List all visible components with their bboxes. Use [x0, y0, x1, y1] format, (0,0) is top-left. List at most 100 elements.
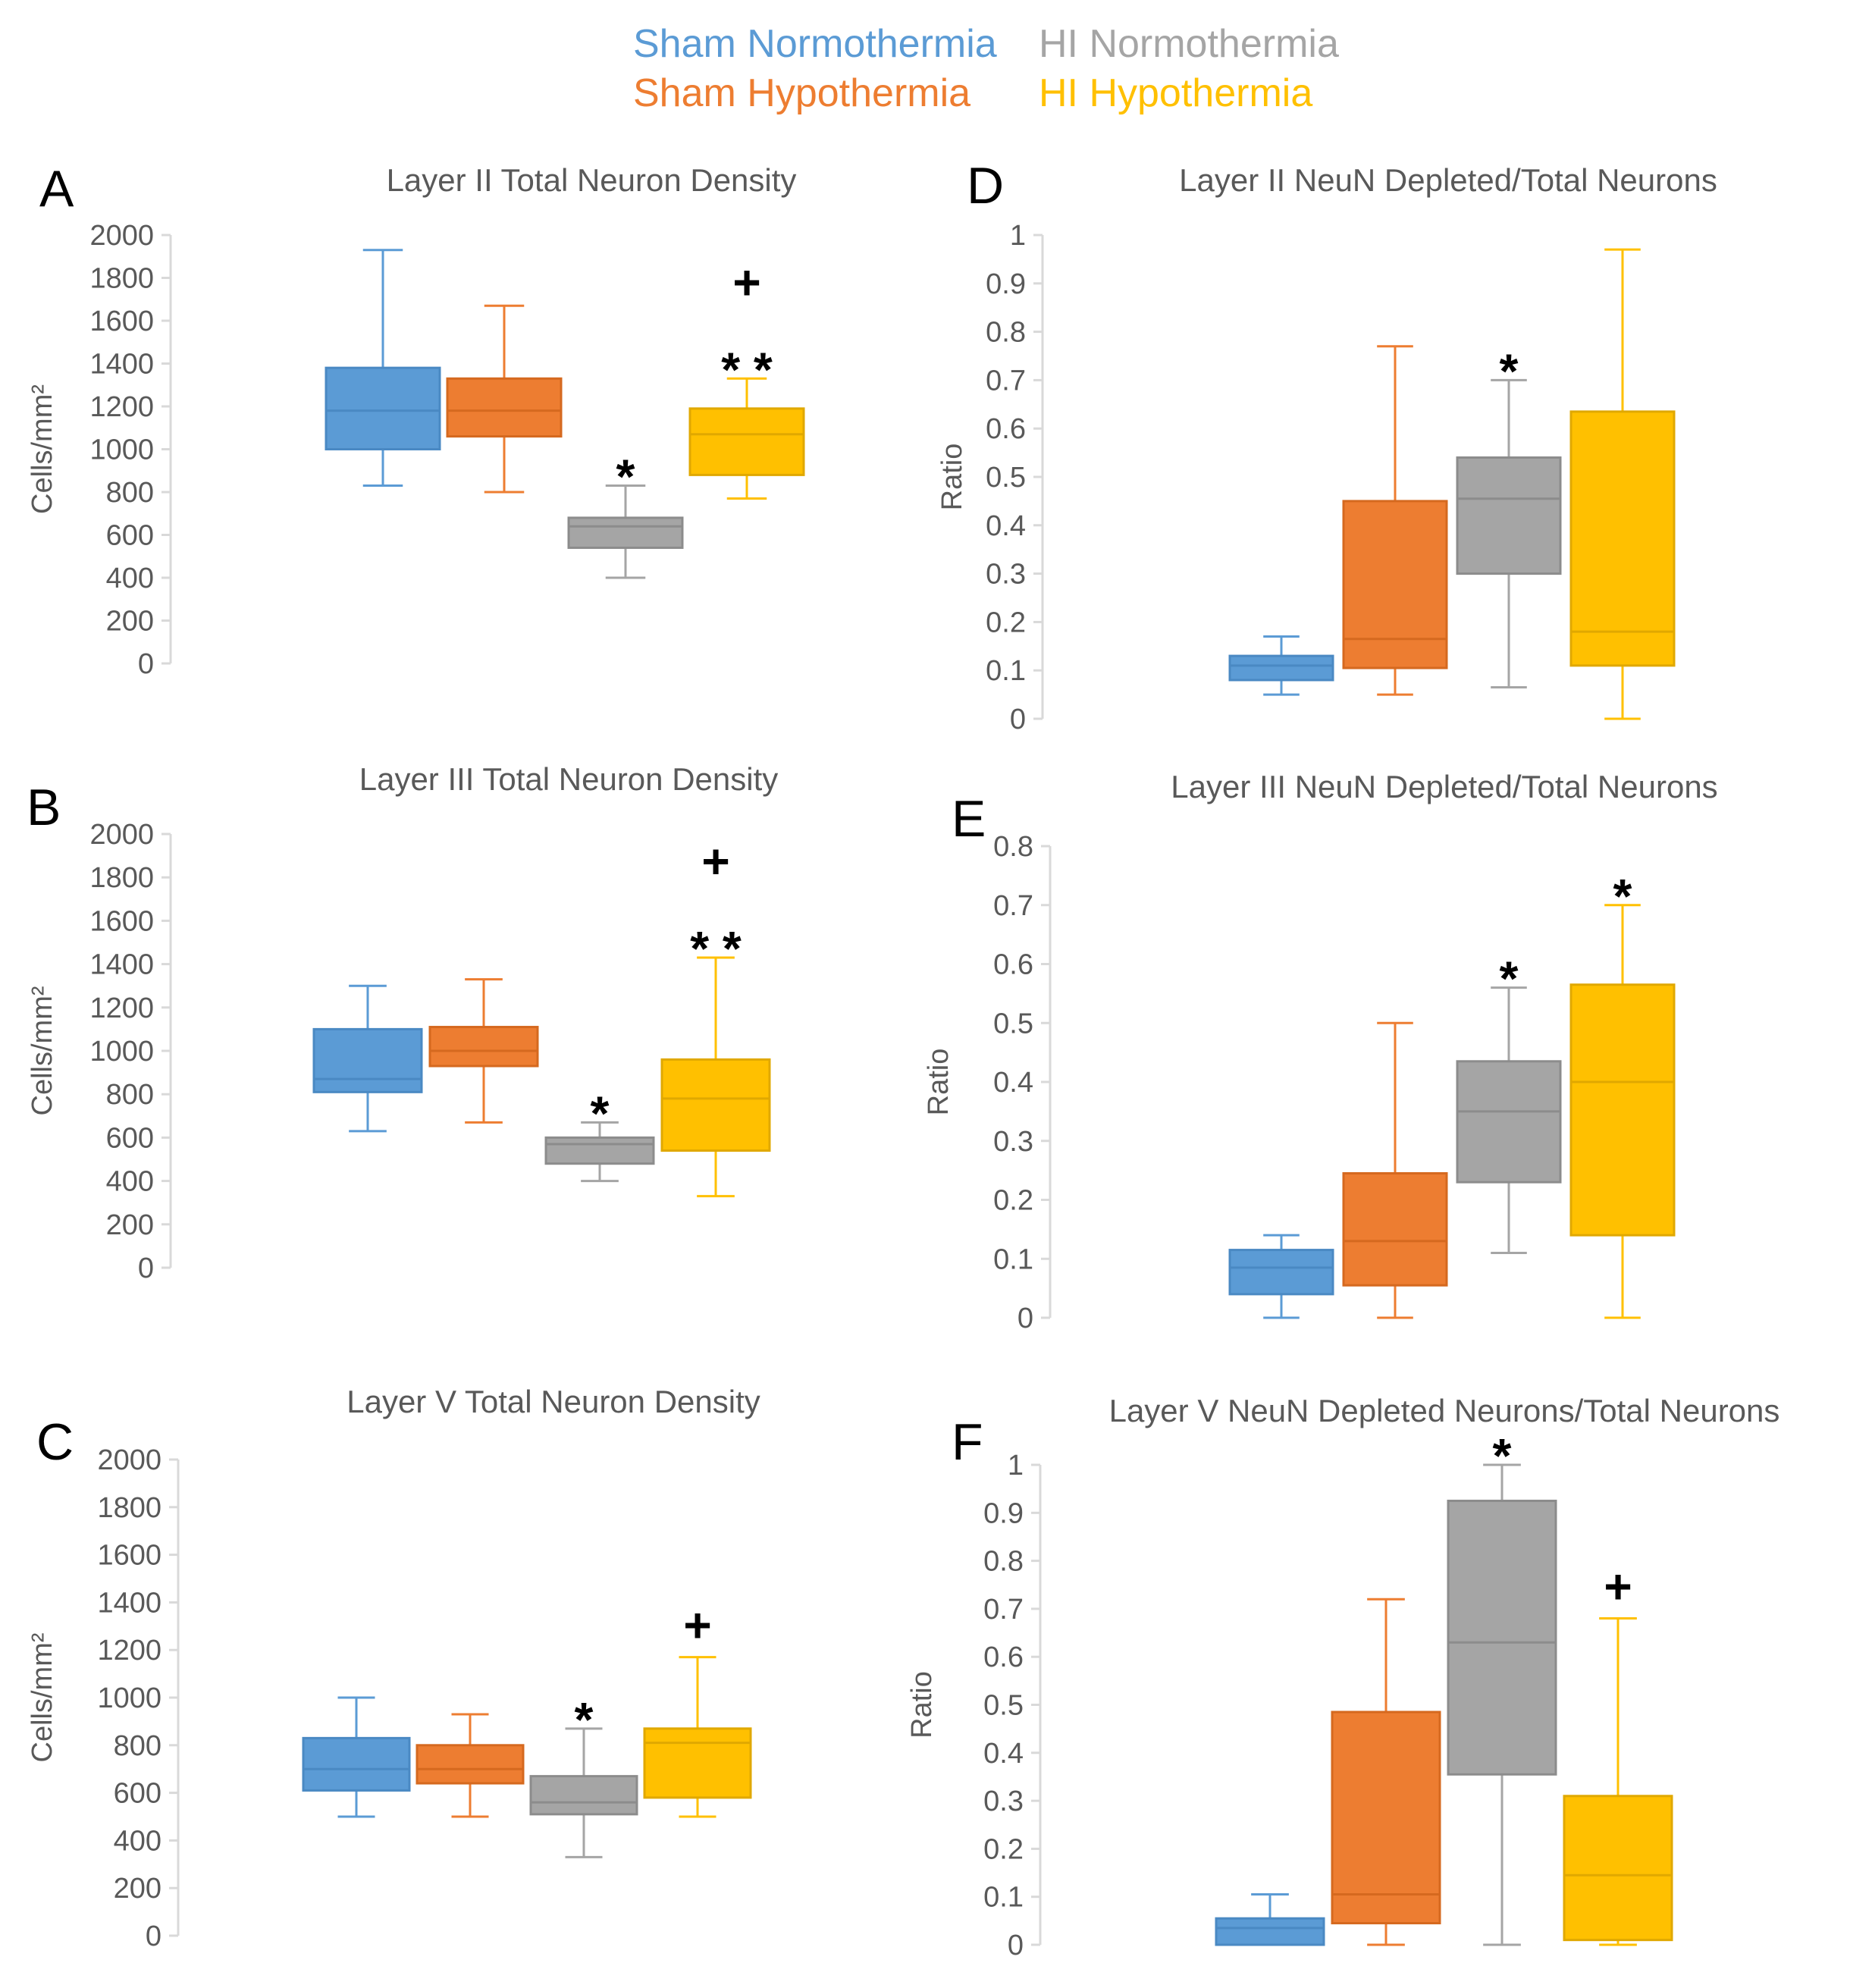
y-tick-label: 1800: [97, 1492, 161, 1524]
box-hi-hypothermia: [1569, 248, 1676, 720]
significance-asterisk: *: [575, 1692, 594, 1747]
iqr-box: [1456, 456, 1562, 575]
y-tick-label: 1600: [97, 1540, 161, 1572]
box-sham-normothermia: [302, 1696, 411, 1818]
box-sham-hypothermia: [1331, 1598, 1441, 1946]
panel-letter-a: A: [39, 160, 74, 218]
y-tick-label: 800: [106, 1079, 154, 1111]
y-tick-label: 1400: [97, 1587, 161, 1619]
y-tick-label: 0.4: [986, 510, 1026, 542]
iqr-box: [1569, 410, 1676, 667]
box-hi-hypothermia: * * +: [688, 255, 805, 500]
y-tick-label: 0.7: [993, 890, 1033, 922]
chart-panel-c: C Layer V Total Neuron Density Cells/mm² 0 2…: [27, 1384, 760, 1952]
significance-asterisk: *: [1500, 952, 1519, 1006]
y-tick-label: 0.1: [993, 1243, 1033, 1275]
legend-entry-sham-hypothermia: Sham Hypothermia: [633, 71, 970, 115]
y-tick-label: 0.5: [983, 1690, 1024, 1722]
y-tick-label: 1000: [97, 1682, 161, 1714]
y-tick-label: 0: [1008, 1930, 1024, 1961]
chart-panel-e: E Layer III NeuN Depleted/Total Neurons Ra…: [923, 769, 1718, 1334]
iqr-box: [446, 377, 563, 438]
y-tick-label: 0.8: [983, 1546, 1024, 1578]
chart-title-a: Layer II Total Neuron Density: [387, 162, 797, 198]
y-tick-label: 0.7: [983, 1594, 1024, 1626]
y-tick-label: 0.3: [993, 1126, 1033, 1158]
y-tick-label: 0.1: [983, 1882, 1024, 1914]
y-tick-label: 0.6: [993, 949, 1033, 981]
chart-panel-a: A Layer II Total Neuron Density Cells/mm² 0…: [27, 160, 805, 680]
iqr-box: [415, 1744, 525, 1785]
y-tick-label: 0: [146, 1921, 161, 1952]
significance-asterisk: *: [591, 1086, 610, 1140]
iqr-box: [567, 516, 684, 549]
legend-entry-hi-normothermia: HI Normothermia: [1039, 22, 1339, 66]
box-sham-normothermia: [312, 984, 423, 1133]
y-tick-label: 0.3: [986, 559, 1026, 591]
y-tick-label: 0.6: [983, 1642, 1024, 1673]
box-sham-normothermia: [325, 249, 441, 488]
box-sham-hypothermia: [1342, 1021, 1448, 1319]
iqr-box: [688, 407, 805, 476]
box-hi-hypothermia: +: [643, 1598, 752, 1818]
significance-plus: +: [701, 834, 729, 889]
iqr-box: [428, 1026, 539, 1068]
y-tick-label: 1600: [89, 905, 154, 937]
y-tick-label: 400: [106, 1166, 154, 1198]
chart-panels: A Layer II Total Neuron Density Cells/mm² 0…: [27, 157, 1779, 1961]
iqr-box: [1215, 1917, 1325, 1946]
box-sham-normothermia: [1228, 635, 1334, 696]
iqr-box: [1228, 1249, 1334, 1296]
iqr-box: [1331, 1710, 1441, 1925]
iqr-box: [529, 1775, 638, 1816]
box-sham-normothermia: [1228, 1234, 1334, 1319]
y-tick-label: 0: [1010, 704, 1026, 735]
y-tick-label: 0.1: [986, 655, 1026, 687]
box-hi-hypothermia: *: [1569, 869, 1676, 1319]
y-tick-label: 600: [114, 1778, 161, 1810]
legend-entry-sham-normothermia: Sham Normothermia: [633, 22, 997, 66]
y-axis-label-d: Ratio: [936, 444, 968, 511]
y-tick-label: 400: [106, 563, 154, 594]
y-tick-label: 0.8: [986, 317, 1026, 349]
significance-asterisk: *: [1493, 1428, 1512, 1483]
box-hi-normothermia: *: [1456, 343, 1562, 689]
y-tick-label: 1400: [89, 949, 154, 981]
panel-letter-e: E: [952, 790, 986, 848]
chart-panel-f: F Layer V NeuN Depleted Neurons/Total Neu…: [906, 1393, 1779, 1961]
y-tick-label: 1: [1010, 220, 1026, 252]
y-tick-label: 0: [138, 648, 154, 680]
iqr-box: [1342, 1172, 1448, 1287]
iqr-box: [1563, 1795, 1673, 1942]
y-tick-label: 0: [138, 1253, 154, 1284]
y-tick-label: 0.2: [983, 1833, 1024, 1865]
box-hi-hypothermia: * * +: [660, 834, 771, 1198]
y-tick-label: 600: [106, 520, 154, 552]
iqr-box: [1569, 983, 1676, 1237]
y-tick-label: 1200: [89, 992, 154, 1024]
y-tick-label: 2000: [97, 1444, 161, 1476]
y-tick-label: 0.9: [986, 268, 1026, 300]
y-tick-label: 1800: [89, 263, 154, 295]
y-tick-label: 0: [1018, 1303, 1033, 1334]
y-tick-label: 1000: [89, 1036, 154, 1068]
y-tick-label: 0.7: [986, 365, 1026, 397]
y-tick-label: 1200: [97, 1635, 161, 1667]
significance-asterisk: * *: [721, 342, 773, 397]
y-tick-label: 0.4: [993, 1067, 1033, 1099]
y-tick-label: 1600: [89, 306, 154, 337]
y-tick-label: 1200: [89, 391, 154, 423]
y-tick-label: 0.2: [986, 607, 1026, 638]
iqr-box: [660, 1058, 771, 1152]
box-hi-normothermia: *: [1447, 1428, 1557, 1946]
significance-asterisk: *: [1500, 343, 1519, 398]
y-tick-label: 600: [106, 1122, 154, 1154]
box-sham-hypothermia: [428, 978, 539, 1124]
chart-panel-d: D Layer II NeuN Depleted/Total Neurons Rat…: [936, 157, 1717, 735]
significance-asterisk: *: [616, 450, 635, 504]
iqr-box: [325, 366, 441, 450]
panel-letter-d: D: [967, 157, 1004, 215]
panel-letter-f: F: [952, 1413, 983, 1471]
y-tick-label: 0.8: [993, 831, 1033, 863]
